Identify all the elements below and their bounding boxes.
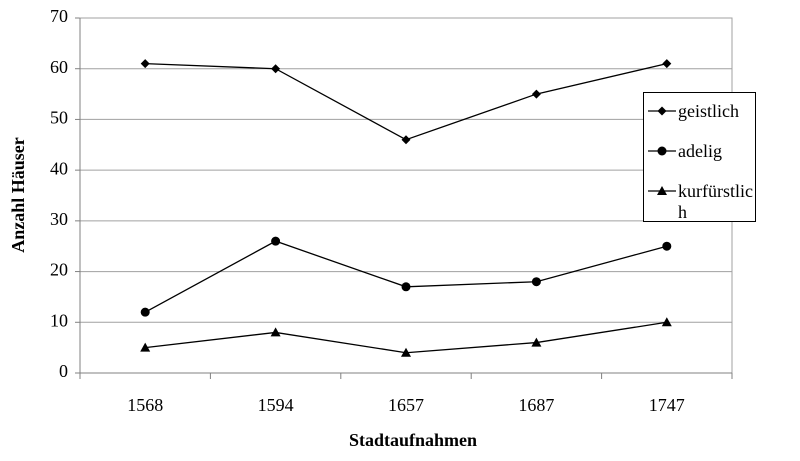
legend-icon	[648, 106, 676, 116]
legend-item: kurfürstlich	[646, 181, 755, 222]
x-axis-title: Stadtaufnahmen	[349, 430, 477, 450]
marker	[401, 347, 411, 357]
marker	[657, 186, 667, 195]
x-tick-label: 1657	[388, 395, 424, 415]
legend-item: geistlich	[646, 101, 755, 122]
y-tick-label: 0	[59, 361, 68, 381]
y-tick-label: 30	[50, 209, 68, 229]
y-tick-label: 40	[50, 158, 68, 178]
y-tick-label: 50	[50, 108, 68, 128]
legend-label: adelig	[678, 141, 722, 161]
y-tick-label: 70	[50, 6, 68, 26]
legend-label: kurfürstlich	[678, 181, 753, 222]
series-line	[144, 240, 667, 313]
marker	[657, 146, 667, 156]
x-tick-label: 1568	[127, 395, 163, 415]
marker	[401, 135, 411, 145]
legend: geistlich adelig kurfürstlich	[643, 92, 756, 222]
legend-label: geistlich	[678, 101, 739, 121]
marker	[657, 106, 667, 116]
x-tick-label: 1687	[518, 395, 554, 415]
marker	[140, 307, 150, 317]
marker	[140, 59, 150, 69]
y-axis-title: Anzahl Häuser	[8, 137, 28, 253]
legend-icon	[648, 146, 676, 156]
x-tick-label: 1747	[649, 395, 685, 415]
series-line	[145, 62, 667, 141]
marker	[661, 317, 672, 327]
marker	[271, 64, 281, 74]
y-tick-label: 20	[50, 260, 68, 280]
y-tick-label: 10	[50, 310, 68, 330]
marker	[531, 89, 541, 99]
marker	[401, 282, 411, 292]
legend-item: adelig	[646, 141, 755, 162]
marker	[270, 327, 281, 337]
legend-icon	[648, 186, 676, 195]
marker	[531, 337, 542, 347]
marker	[271, 236, 281, 246]
y-tick-label: 60	[50, 57, 68, 77]
x-tick-label: 1594	[258, 395, 294, 415]
marker	[140, 342, 151, 352]
marker	[531, 277, 541, 287]
marker	[662, 241, 672, 251]
marker	[662, 59, 672, 69]
